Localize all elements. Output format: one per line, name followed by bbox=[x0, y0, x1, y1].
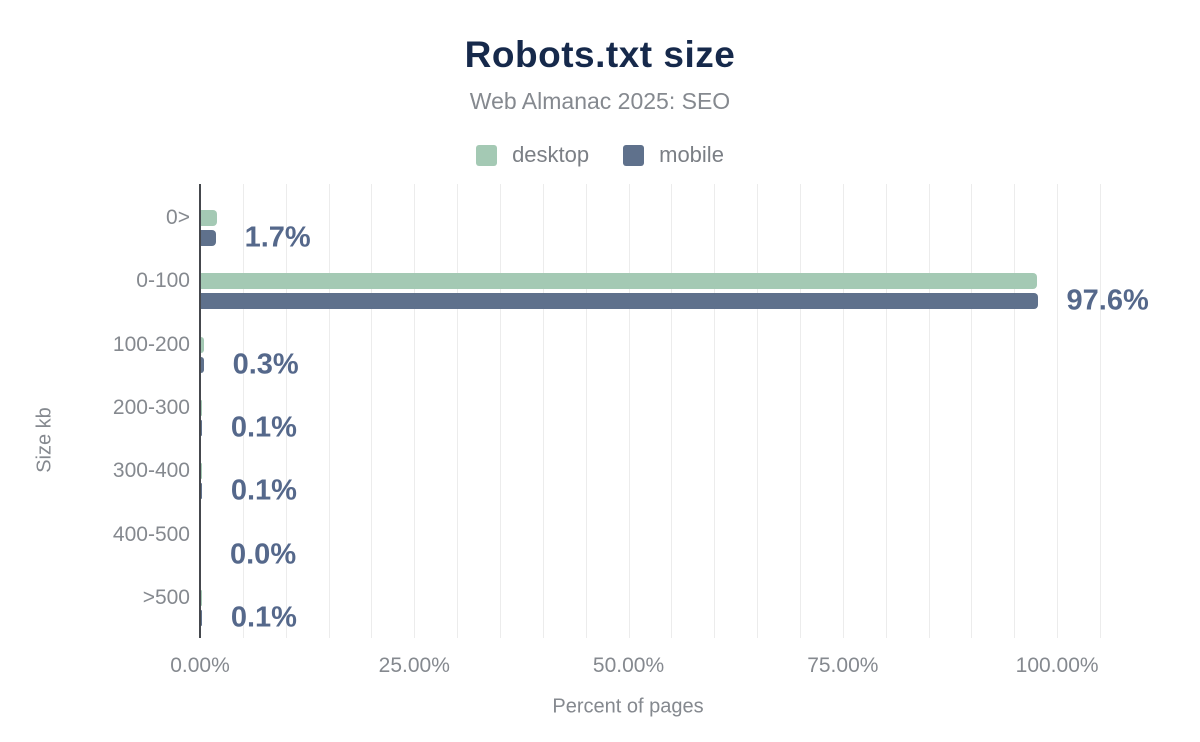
mobile-bar bbox=[201, 293, 1038, 310]
value-label: 97.6% bbox=[1066, 284, 1149, 317]
chart-subtitle: Web Almanac 2025: SEO bbox=[469, 88, 731, 114]
gridline bbox=[371, 184, 373, 638]
category-label: 100-200 bbox=[112, 332, 190, 356]
mobile-bar bbox=[201, 230, 216, 246]
desktop-bar bbox=[201, 463, 202, 480]
value-label: 1.7% bbox=[244, 221, 311, 254]
mobile-bar bbox=[201, 419, 202, 436]
mobile-bar bbox=[201, 609, 202, 626]
value-label: 0.3% bbox=[232, 348, 299, 381]
gridline bbox=[971, 184, 973, 638]
gridline bbox=[542, 184, 544, 638]
mobile-bar bbox=[201, 483, 202, 500]
gridline bbox=[457, 184, 459, 638]
gridline bbox=[1014, 184, 1016, 638]
gridline bbox=[799, 184, 801, 638]
value-label: 0.1% bbox=[230, 601, 297, 634]
value-label: 0.1% bbox=[230, 474, 297, 507]
x-tick-label: 75.00% bbox=[807, 654, 879, 677]
gridline bbox=[285, 184, 287, 638]
x-tick-label: 100.00% bbox=[1015, 654, 1099, 677]
gridline bbox=[757, 184, 759, 638]
legend-item-desktop: desktop bbox=[476, 142, 589, 168]
category-label: 400-500 bbox=[112, 522, 190, 546]
desktop-series-swatch bbox=[476, 144, 498, 166]
gridline bbox=[842, 184, 844, 638]
category-label: >500 bbox=[142, 585, 190, 609]
gridline bbox=[1057, 184, 1059, 638]
legend-label-mobile: mobile bbox=[659, 142, 724, 167]
desktop-bar bbox=[201, 399, 202, 416]
gridline bbox=[585, 184, 587, 638]
gridline bbox=[671, 184, 673, 638]
category-label: 0> bbox=[166, 206, 190, 229]
value-label: 0.1% bbox=[230, 411, 297, 444]
gridline bbox=[414, 184, 416, 638]
gridline bbox=[499, 184, 501, 638]
chart-title: Robots.txt size bbox=[464, 34, 736, 75]
value-label: 0.0% bbox=[230, 538, 297, 570]
x-axis-title: Percent of pages bbox=[552, 695, 704, 718]
desktop-bar bbox=[201, 336, 205, 353]
gridline bbox=[1099, 184, 1101, 638]
gridline bbox=[885, 184, 887, 638]
y-axis-line bbox=[199, 184, 201, 638]
category-label: 200-300 bbox=[112, 395, 190, 419]
gridline bbox=[714, 184, 716, 638]
mobile-bar bbox=[201, 356, 204, 373]
legend-item-mobile: mobile bbox=[623, 142, 724, 168]
legend: desktop mobile bbox=[0, 142, 1200, 168]
desktop-bar bbox=[201, 210, 218, 226]
category-label: 300-400 bbox=[112, 459, 190, 483]
desktop-bar bbox=[201, 589, 202, 606]
gridline bbox=[628, 184, 630, 638]
legend-label-desktop: desktop bbox=[512, 142, 590, 167]
mobile-series-swatch bbox=[623, 144, 645, 166]
category-label: 0-100 bbox=[136, 269, 190, 293]
desktop-bar bbox=[201, 273, 1037, 290]
x-tick-label: 50.00% bbox=[592, 654, 665, 677]
x-tick-label: 25.00% bbox=[378, 654, 450, 677]
x-tick-label: 0.00% bbox=[170, 654, 230, 677]
gridline bbox=[242, 184, 244, 638]
gridline bbox=[328, 184, 330, 638]
gridline bbox=[928, 184, 930, 638]
